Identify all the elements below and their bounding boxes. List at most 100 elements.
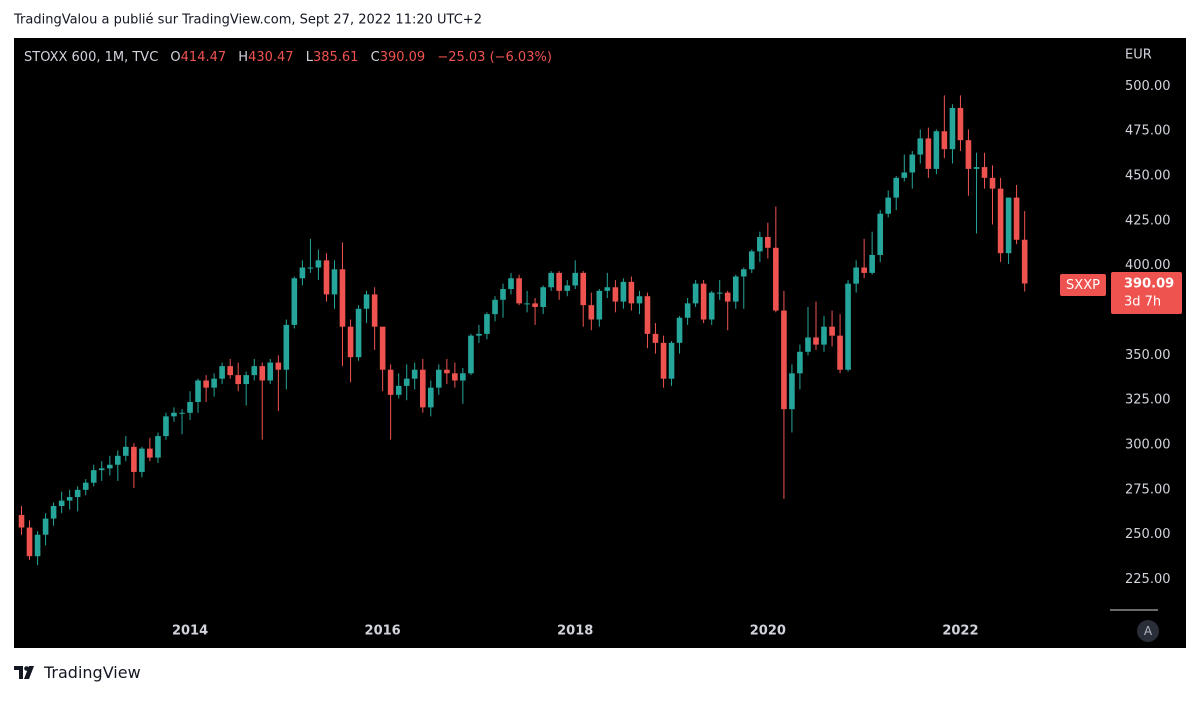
candle-body [957,107,964,141]
legend-label: C [371,50,380,65]
logo-icon [14,666,34,679]
candle-body [419,369,426,408]
candle-body [203,380,209,388]
candle-body [604,287,611,291]
candle-body [74,489,81,498]
candle-body [307,267,314,269]
candle-body [171,412,177,417]
candle-body [195,380,201,402]
candle-body [476,333,482,336]
candle-body [50,506,57,519]
candle-body [427,387,434,408]
x-tick-label: 2014 [172,624,208,639]
candle-body [283,324,290,370]
candle-body [636,296,643,304]
y-tick-label: 225.00 [1125,572,1171,587]
y-tick-label: 325.00 [1125,393,1171,408]
candle-body [692,283,699,304]
candle-body [612,287,619,302]
candle-body [98,468,105,471]
legend-value: 430.47 [248,50,294,65]
candle-body [981,167,988,178]
legend-change: −25.03 (−6.03%) [437,50,552,65]
legend-value: 385.61 [313,50,359,65]
candle-body [596,290,603,320]
candle-body [757,237,763,252]
y-tick-label: 475.00 [1125,124,1171,139]
candle-body [227,366,234,376]
candle-body [933,131,940,169]
candle-body [460,373,466,381]
candle-body [155,436,161,458]
candle-body [540,287,546,307]
auto-scale-label[interactable]: A [1144,624,1153,638]
candle-body [147,448,153,458]
last-price: 390.09 [1124,277,1174,292]
candle-body [251,366,258,376]
candle-body [131,446,137,472]
candle-body [315,260,322,268]
candle-body [122,446,129,456]
candle-body [444,369,450,374]
y-tick-label: 350.00 [1125,348,1171,363]
candle-body [628,281,635,304]
x-tick-label: 2020 [750,624,786,639]
candle-body [163,416,169,437]
candle-body [291,278,298,325]
candle-body [107,464,113,469]
candle-body [885,197,892,214]
candle-body [781,310,787,410]
legend-label: O [170,50,180,65]
candle-body [740,269,747,277]
candle-body [724,292,731,302]
candle-body [925,138,932,169]
symbol-label: SXXP [1066,278,1100,293]
chart-panel [14,38,1186,648]
candle-body [716,292,723,294]
candle-body [355,308,362,358]
price-box [1111,272,1182,314]
candle-body [219,366,225,379]
candle-body [211,378,217,388]
candle-body [275,362,282,370]
candle-body [18,514,25,528]
candle-body [347,326,354,358]
last-price-box: SXXP 390.09 3d 7h [1060,272,1182,314]
candle-body [845,283,851,370]
candle-body [909,154,916,173]
candle-body [395,385,402,395]
candle-body [901,172,908,178]
y-tick-label: 450.00 [1125,169,1171,184]
candle-body [363,294,370,309]
candle-body [331,269,338,295]
candle-body [989,177,996,189]
candle-body [379,326,386,370]
y-tick-label: 300.00 [1125,438,1171,453]
candle-body [435,369,442,388]
candle-body [484,314,490,334]
candle-body [516,278,522,304]
legend-value: 414.47 [181,50,227,65]
auto-scale-button[interactable] [1137,620,1159,642]
candle-body [524,303,530,305]
candle-body [235,375,241,385]
candle-body [700,283,707,320]
candle-body [508,278,514,290]
candle-body [813,337,819,345]
candle-body [42,518,49,535]
candle-body [877,213,884,255]
candle-body [732,276,739,302]
candle-body [90,470,97,483]
candle-body [259,366,266,381]
y-tick-label: 400.00 [1125,258,1171,273]
candle-body [893,177,900,198]
candle-body [139,448,145,472]
candle-body [917,138,924,155]
candle-body [323,260,330,295]
candle-body [339,269,346,327]
legend-value: 390.09 [380,50,426,65]
candle-body [789,373,795,410]
candle-body [548,272,554,288]
candle-body [403,378,410,386]
